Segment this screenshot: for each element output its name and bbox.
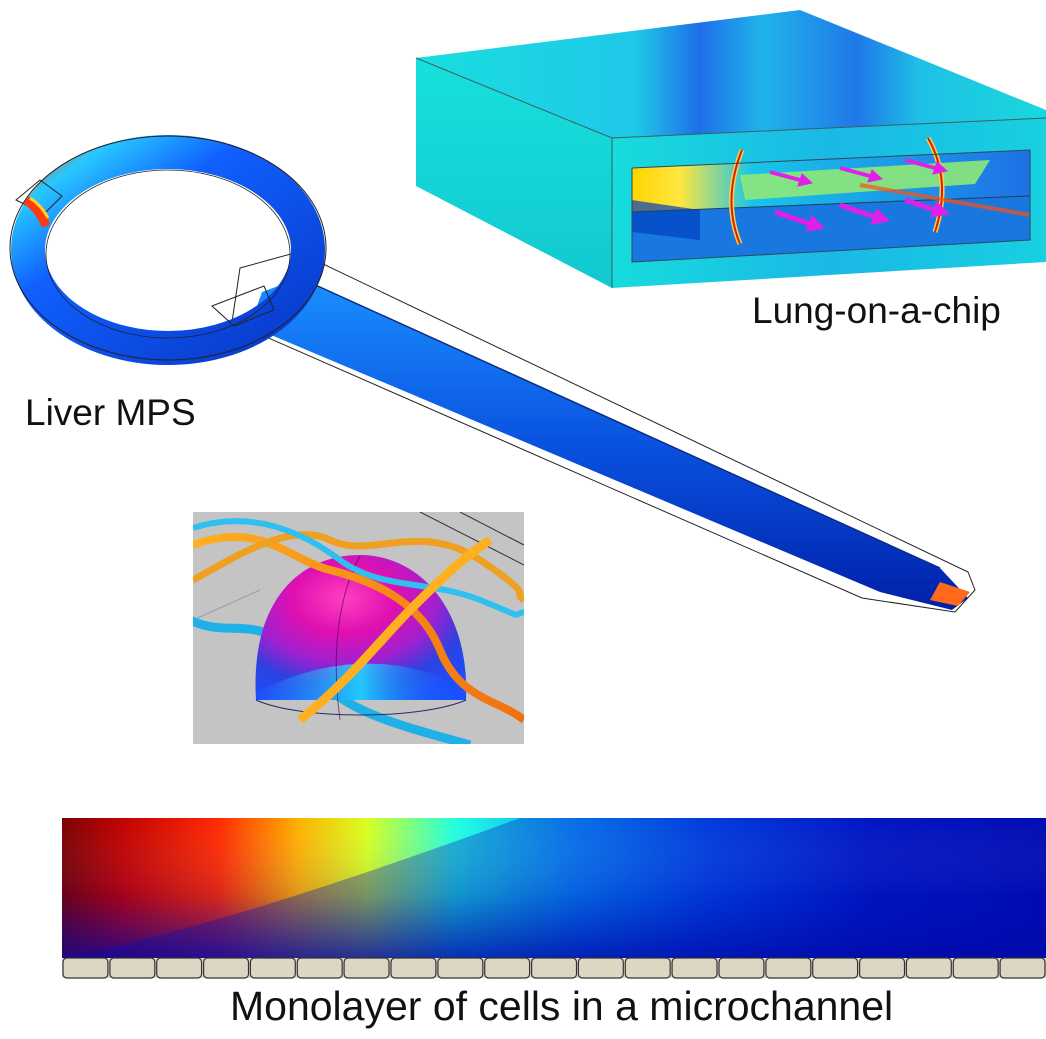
cell xyxy=(390,957,437,979)
cell xyxy=(530,957,578,979)
cell xyxy=(437,957,484,979)
cell xyxy=(62,957,109,979)
cell xyxy=(952,957,999,979)
liver-ring xyxy=(11,135,325,365)
hemisphere-cell xyxy=(255,555,467,700)
hemisphere-streamlines-model xyxy=(193,512,524,744)
label-monolayer: Monolayer of cells in a microchannel xyxy=(230,983,894,1029)
cell xyxy=(905,957,952,979)
cell xyxy=(484,957,531,979)
lung-block-side-face xyxy=(416,58,612,288)
liver-channel-outline xyxy=(231,251,976,613)
cell xyxy=(109,957,156,979)
cell-row xyxy=(62,957,1046,979)
cell xyxy=(858,957,906,979)
cell xyxy=(249,957,296,979)
label-lung-on-a-chip: Lung-on-a-chip xyxy=(752,290,1001,331)
lung-block-top-face xyxy=(416,10,1046,138)
monolayer-concentration-field xyxy=(62,818,1046,979)
liver-outlet-tip xyxy=(930,582,970,606)
lung-membrane xyxy=(740,160,990,200)
cell xyxy=(203,957,250,979)
cell xyxy=(577,957,624,979)
cell xyxy=(999,957,1046,979)
liver-junction xyxy=(211,285,275,327)
cell xyxy=(156,957,203,979)
streamline-orange-diagonal xyxy=(297,536,493,724)
lung-on-a-chip-model xyxy=(415,10,1046,288)
cell xyxy=(671,957,718,979)
cell xyxy=(765,957,812,979)
cell xyxy=(343,957,390,979)
cell xyxy=(812,957,859,979)
liver-channel-body xyxy=(250,278,968,610)
lung-flow-arrows xyxy=(769,158,951,232)
cell xyxy=(718,957,765,979)
streamline-cyan-1 xyxy=(193,518,524,618)
cell xyxy=(624,957,671,979)
label-liver-mps: Liver MPS xyxy=(25,392,196,433)
liver-mps-model xyxy=(9,135,976,613)
cell xyxy=(296,957,343,979)
streamline-orange-2 xyxy=(193,531,524,603)
